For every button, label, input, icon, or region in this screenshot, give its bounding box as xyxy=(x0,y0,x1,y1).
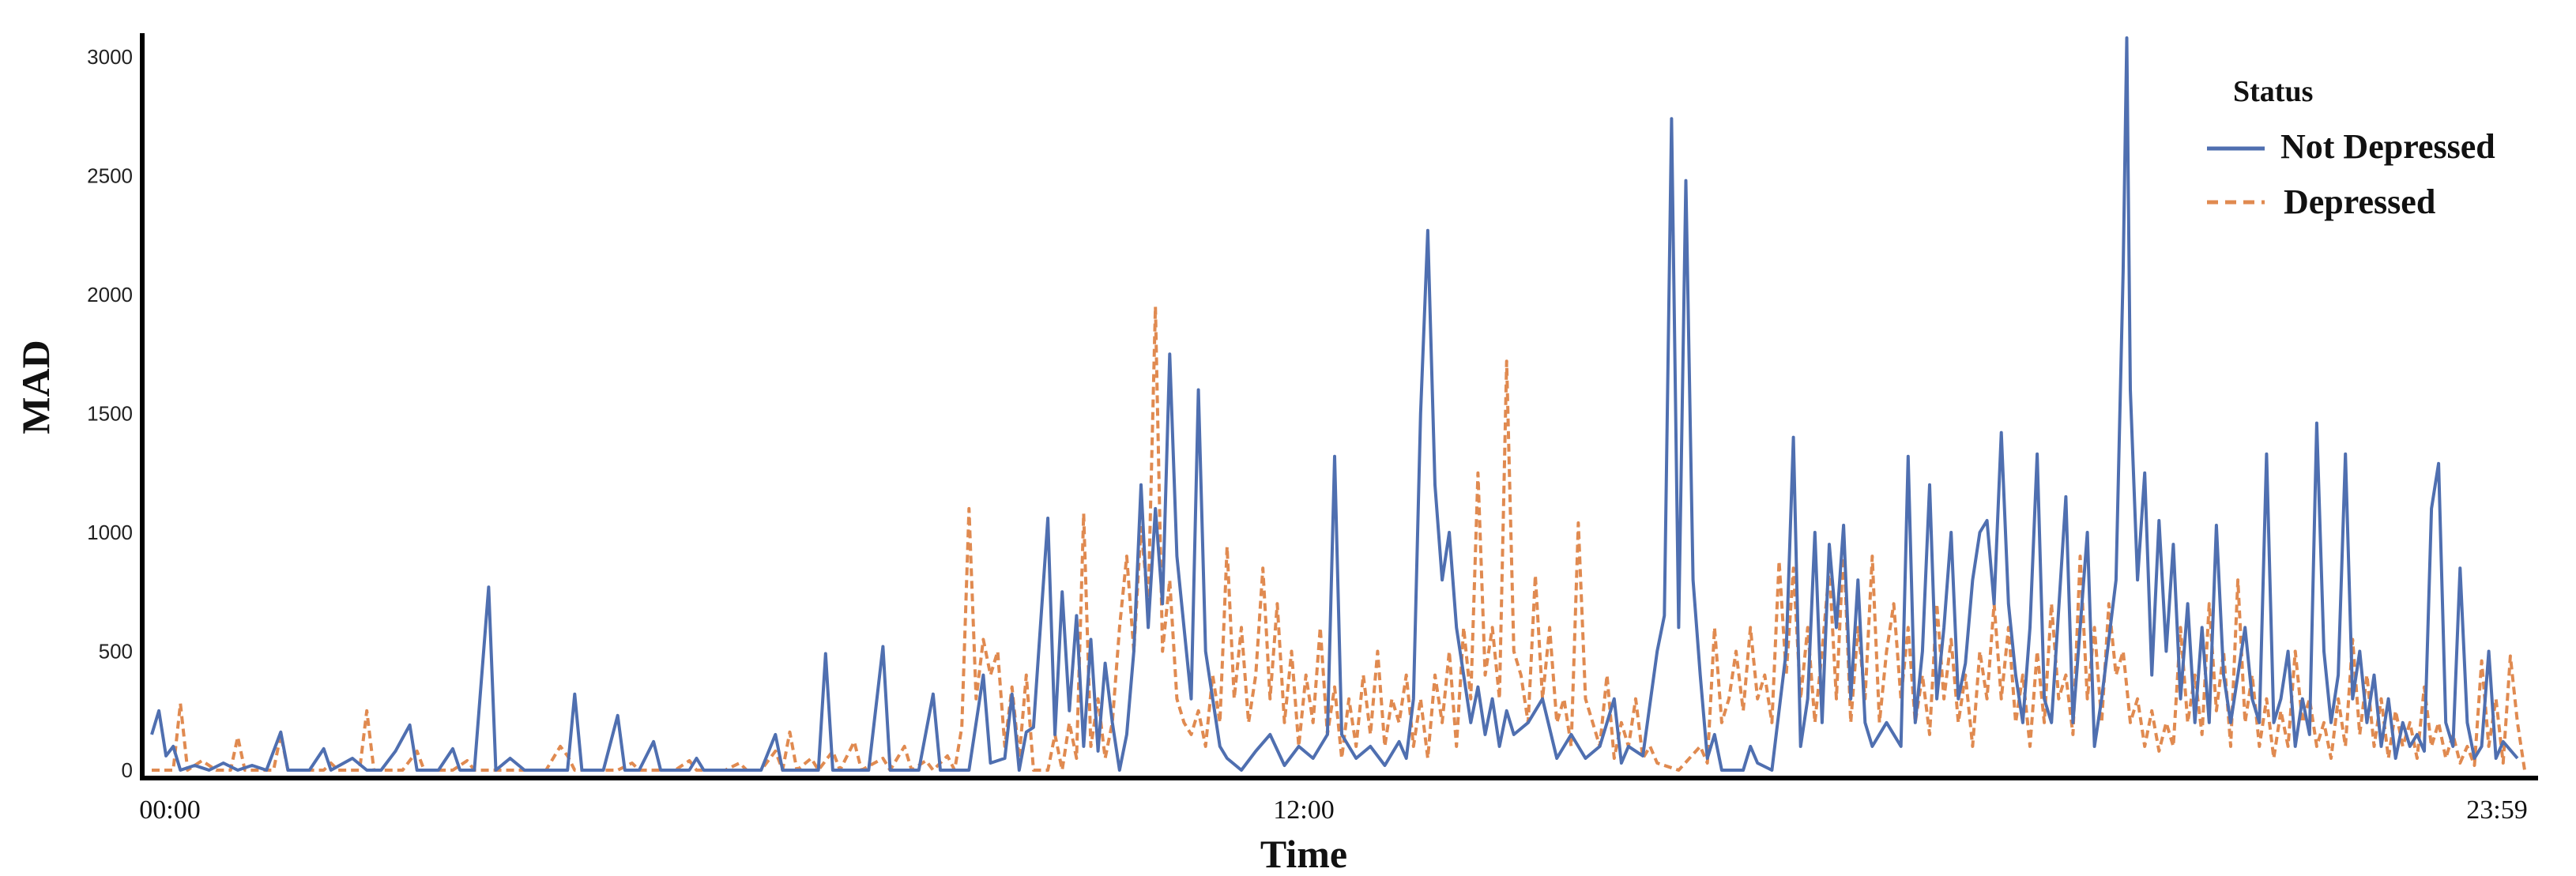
y-tick-label: 2500 xyxy=(87,164,133,188)
legend-label-not-depressed: Not Depressed xyxy=(2280,127,2495,166)
y-tick-label: 0 xyxy=(122,758,133,782)
x-axis-title: Time xyxy=(1260,832,1347,876)
x-tick-label: 23:59 xyxy=(2466,795,2527,825)
x-axis-ticks: 00:00 12:00 23:59 xyxy=(139,795,2527,825)
y-tick-label: 2000 xyxy=(87,283,133,306)
series-line-not-depressed xyxy=(150,36,2519,772)
series-line-depressed xyxy=(152,305,2526,772)
x-tick-label: 12:00 xyxy=(1273,795,1334,825)
y-tick-label: 1500 xyxy=(87,402,133,426)
y-tick-label: 500 xyxy=(99,640,133,664)
y-tick-label: 3000 xyxy=(87,45,133,69)
series-layer xyxy=(150,36,2526,772)
x-tick-label: 00:00 xyxy=(139,795,200,825)
legend: Status Not Depressed Depressed xyxy=(2207,75,2495,221)
y-axis-title: MAD xyxy=(13,340,58,434)
y-tick-label: 1000 xyxy=(87,521,133,544)
legend-title: Status xyxy=(2233,75,2313,108)
legend-label-depressed: Depressed xyxy=(2284,182,2435,221)
y-axis-ticks: 0 500 1000 1500 2000 2500 3000 xyxy=(87,45,133,782)
